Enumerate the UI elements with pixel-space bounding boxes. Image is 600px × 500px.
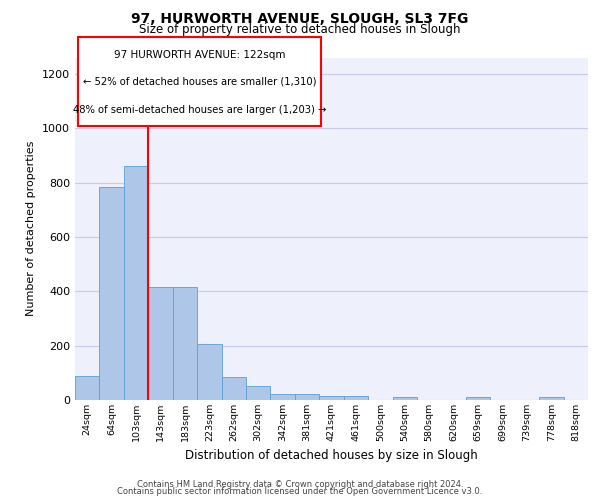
Bar bbox=[539, 398, 563, 400]
Bar bbox=[246, 386, 271, 400]
Text: 48% of semi-detached houses are larger (1,203) →: 48% of semi-detached houses are larger (… bbox=[73, 105, 326, 115]
Text: Contains public sector information licensed under the Open Government Licence v3: Contains public sector information licen… bbox=[118, 488, 482, 496]
Text: 97 HURWORTH AVENUE: 122sqm: 97 HURWORTH AVENUE: 122sqm bbox=[113, 50, 285, 60]
Bar bbox=[344, 396, 368, 400]
Bar bbox=[75, 376, 100, 400]
Bar bbox=[221, 377, 246, 400]
Bar bbox=[466, 398, 490, 400]
Y-axis label: Number of detached properties: Number of detached properties bbox=[26, 141, 37, 316]
X-axis label: Distribution of detached houses by size in Slough: Distribution of detached houses by size … bbox=[185, 450, 478, 462]
Bar bbox=[271, 394, 295, 400]
Bar bbox=[124, 166, 148, 400]
Text: Size of property relative to detached houses in Slough: Size of property relative to detached ho… bbox=[139, 22, 461, 36]
FancyBboxPatch shape bbox=[77, 37, 321, 126]
Bar bbox=[392, 398, 417, 400]
Bar bbox=[148, 287, 173, 400]
Bar bbox=[173, 287, 197, 400]
Bar bbox=[319, 396, 344, 400]
Bar bbox=[197, 344, 221, 400]
Bar bbox=[295, 394, 319, 400]
Text: 97, HURWORTH AVENUE, SLOUGH, SL3 7FG: 97, HURWORTH AVENUE, SLOUGH, SL3 7FG bbox=[131, 12, 469, 26]
Bar bbox=[100, 186, 124, 400]
Text: ← 52% of detached houses are smaller (1,310): ← 52% of detached houses are smaller (1,… bbox=[83, 76, 316, 86]
Text: Contains HM Land Registry data © Crown copyright and database right 2024.: Contains HM Land Registry data © Crown c… bbox=[137, 480, 463, 489]
